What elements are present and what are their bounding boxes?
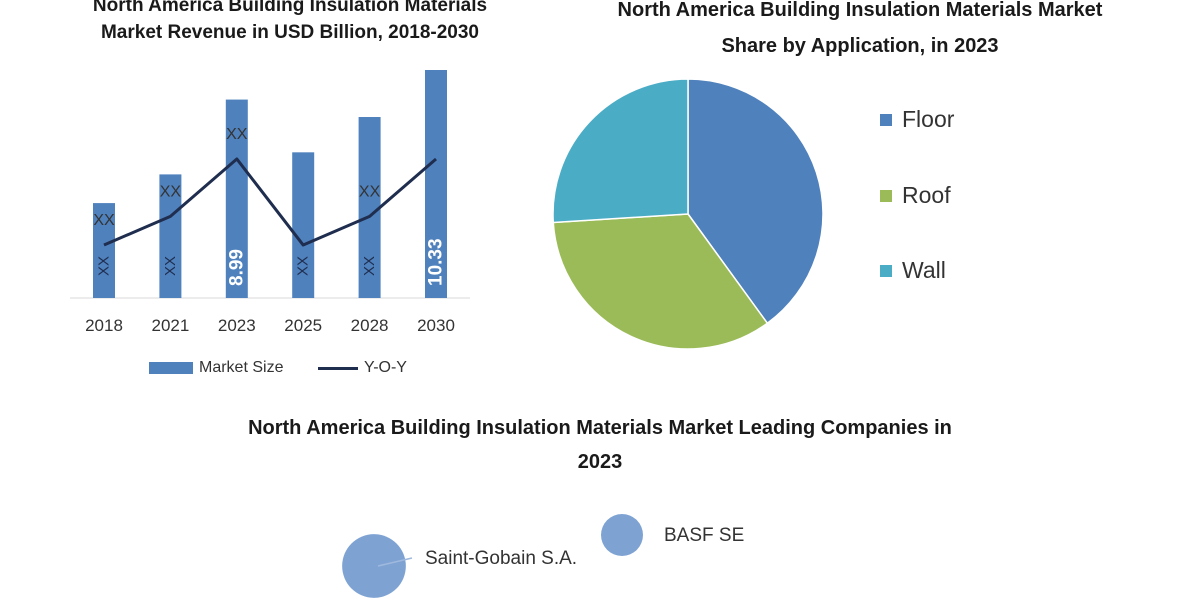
bubble-leader-line-saint-gobain — [377, 557, 413, 567]
legend-yoy: Y-O-Y — [318, 359, 407, 377]
bar-data-label-2021: XX — [162, 256, 179, 276]
bar-market-size-2028 — [358, 117, 381, 298]
x-tick-label-2030: 2030 — [417, 316, 455, 335]
bar-data-label-2025: XX — [295, 256, 312, 276]
legend-market-size: Market Size — [149, 359, 283, 377]
bar-data-label-2030: 10.33 — [426, 238, 447, 286]
bubble-basf-se — [601, 514, 643, 556]
yoy-data-label-2028: XX — [359, 183, 381, 200]
pie-legend-roof-swatch — [880, 189, 892, 202]
x-tick-label-2021: 2021 — [151, 316, 189, 335]
pie-legend-roof: Roof — [880, 182, 951, 209]
yoy-data-label-2023: XX — [226, 126, 248, 143]
bar-market-size-2025 — [292, 152, 315, 298]
pie-slice-roof — [552, 213, 769, 350]
bar-market-size-2021 — [159, 174, 182, 298]
x-tick-label-2028: 2028 — [351, 316, 389, 335]
yoy-line — [103, 157, 437, 247]
pie-legend-roof-label: Roof — [902, 182, 951, 208]
yoy-data-label-2021: XX — [160, 183, 182, 200]
pie-slice-wall — [552, 78, 689, 224]
pie-slice-floor — [687, 78, 824, 325]
legend-yoy-label: Y-O-Y — [364, 359, 407, 376]
companies-chart-title: North America Building Insulation Materi… — [248, 417, 952, 473]
bar-data-label-2023: 8.99 — [226, 249, 247, 286]
pie-legend-wall-label: Wall — [902, 257, 946, 283]
company-label-basf: BASF SE — [664, 525, 745, 546]
company-label-saint-gobain: Saint-Gobain S.A. — [425, 548, 578, 569]
pie-legend-wall-swatch — [880, 264, 892, 277]
x-tick-label-2018: 2018 — [85, 316, 123, 335]
legend-market-size-label: Market Size — [199, 359, 284, 376]
x-tick-label-2025: 2025 — [284, 316, 322, 335]
x-tick-label-2023: 2023 — [218, 316, 256, 335]
bar-data-label-2028: XX — [361, 256, 378, 276]
yoy-data-label-2018: XX — [93, 212, 115, 229]
legend-market-size-swatch — [149, 362, 193, 374]
bar-data-label-2018: XX — [96, 256, 113, 276]
legend-yoy-swatch — [318, 366, 358, 370]
pie-chart-title: North America Building Insulation Materi… — [617, 0, 1103, 57]
pie-legend-wall: Wall — [880, 257, 946, 284]
bubble-saint-gobain-s-a — [342, 534, 406, 598]
bar-chart-title: North America Building Insulation Materi… — [92, 0, 488, 43]
bar-market-size-2023 — [225, 99, 248, 298]
pie-legend-floor-swatch — [880, 113, 892, 126]
bar-market-size-2018 — [93, 203, 115, 298]
bar-market-size-2030 — [425, 70, 447, 298]
pie-legend-floor-label: Floor — [902, 106, 955, 132]
pie-legend-floor: Floor — [880, 106, 954, 133]
